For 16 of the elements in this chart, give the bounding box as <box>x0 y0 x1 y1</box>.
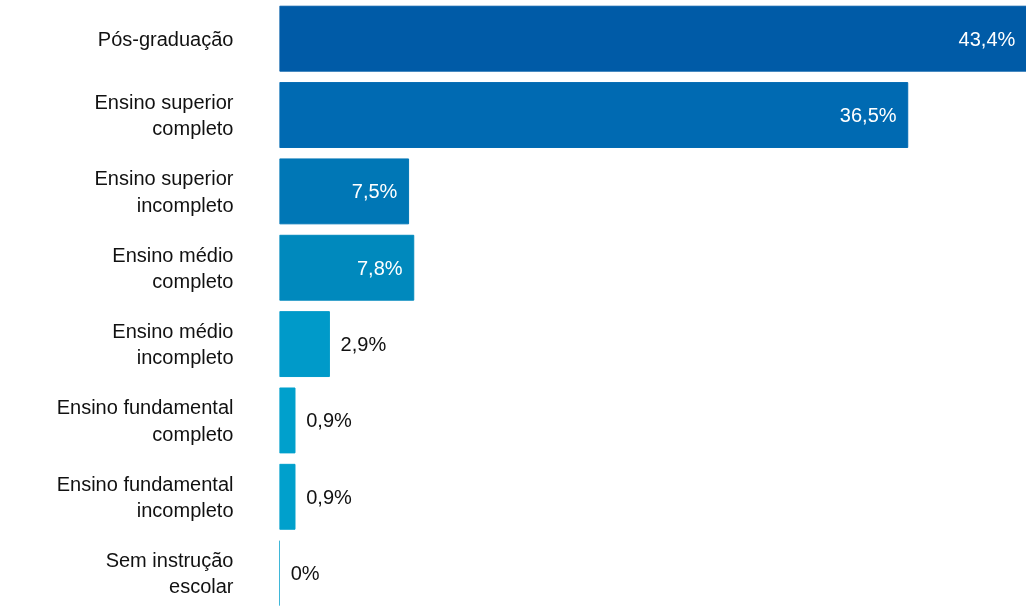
data-label: 0,9% <box>306 485 352 508</box>
y-tick-label: Sem instrução escolar <box>105 548 234 598</box>
y-tick-label: Pós-graduação <box>97 27 234 50</box>
data-label: 7,5% <box>351 180 398 203</box>
data-label: 2,9% <box>340 333 387 356</box>
data-label: 36,5% <box>839 104 897 127</box>
data-label: 0,9% <box>306 409 352 432</box>
y-tick-label: Ensino superior completo <box>94 90 234 140</box>
data-label: 0% <box>290 562 320 585</box>
y-tick-label: Ensino médio incompleto <box>112 319 234 369</box>
data-label: 43,4% <box>958 27 1016 50</box>
data-label: 7,8% <box>356 256 403 279</box>
y-tick-label: Ensino fundamental incompleto <box>56 472 234 521</box>
y-tick-label: Ensino fundamental completo <box>56 396 234 445</box>
y-tick-label: Ensino superior incompleto <box>94 167 234 216</box>
y-tick-label: Ensino médio completo <box>112 243 234 292</box>
